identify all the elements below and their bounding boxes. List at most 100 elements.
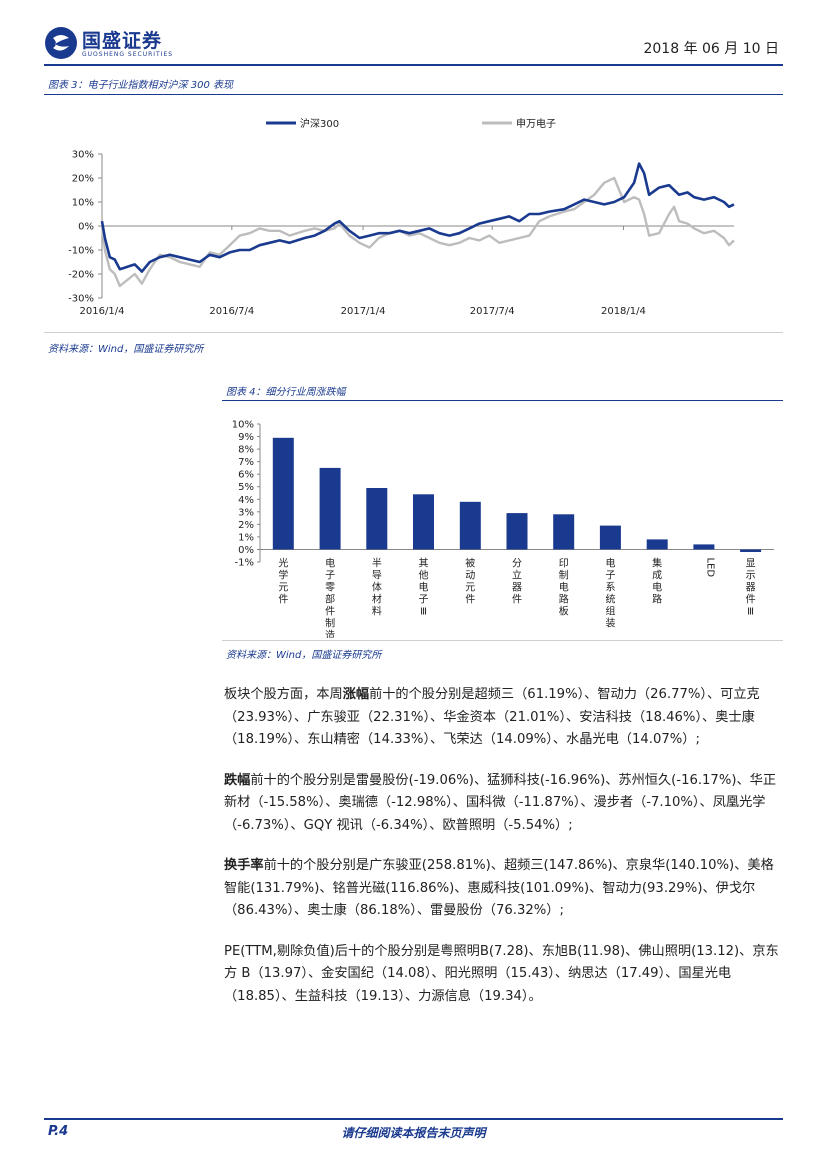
category-label-char: 子: [325, 569, 335, 581]
relative-performance-chart: 沪深300 申万电子 30% 20% 10% 0% -10% -20% -30% 2016/…: [68, 117, 735, 317]
category-label-char: 器: [746, 581, 756, 593]
chart2-y-tick-label: -1%: [235, 558, 254, 569]
category-label-char: 学: [278, 568, 288, 581]
chart2-y-tick-label: 1%: [238, 532, 254, 543]
category-label-char: 件: [325, 605, 335, 617]
chart1-x-tick-label: 2018/1/4: [601, 306, 646, 317]
chart1-y-tick-label: -20%: [68, 270, 94, 281]
paragraph-gainers: 板块个股方面，本周涨幅前十的个股分别是超频三（61.19%）、智动力（26.77…: [224, 684, 784, 752]
footer-divider: [44, 1118, 783, 1120]
category-label: 分立器件: [512, 557, 522, 605]
logo-subtext: GUOSHENG SECURITIES: [82, 51, 174, 58]
chart1-y-tick-label: -30%: [68, 294, 94, 305]
category-label-char: 立: [512, 568, 522, 581]
category-label-char: 组: [605, 604, 615, 617]
bar-1: [272, 437, 294, 550]
bar-11: [740, 549, 762, 552]
chart2-y-tick-label: 3%: [238, 507, 254, 518]
category-label-char: 造: [325, 628, 335, 638]
footer-disclaimer: 请仔细阅读本报告末页声明: [341, 1126, 486, 1140]
category-label-char: 光: [278, 556, 288, 569]
category-label: 被动元件: [465, 556, 475, 605]
category-label-char: 子: [419, 593, 429, 605]
chart1-y-tick-label: 20%: [72, 174, 94, 185]
category-label-char: 件: [746, 593, 756, 605]
chart1-x-axis: 2016/1/4 2016/7/4 2017/1/4 2017/7/4 2018/1/4: [80, 225, 734, 317]
chart2-bars: [272, 437, 762, 552]
category-label-char: 电: [605, 556, 615, 569]
bar-3: [366, 488, 388, 550]
figure4-caption-divider: [222, 400, 783, 401]
category-label: LED: [704, 557, 715, 577]
chart1-y-tick-label: 10%: [72, 198, 94, 209]
chart1-series: [100, 162, 735, 288]
chart2-y-tick-label: 2%: [238, 520, 254, 531]
category-label-char: Ⅲ: [420, 606, 427, 617]
bar-7: [553, 514, 575, 550]
bar-9: [646, 539, 668, 550]
logo-text: 国盛证券: [82, 30, 163, 52]
chart1-y-axis: 30% 20% 10% 0% -10% -20% -30%: [68, 150, 103, 305]
bar-5: [459, 501, 481, 550]
figure3-caption-divider: [44, 94, 783, 95]
paragraph-losers: 跌幅前十的个股分别是雷曼股份(-19.06%)、猛狮科技(-16.96%)、苏州…: [224, 770, 784, 838]
category-label: 光学元件: [278, 556, 288, 605]
chart2-y-tick-label: 6%: [238, 470, 254, 481]
category-label-char: 显: [746, 557, 756, 569]
figure3-source: 资料来源：Wind，国盛证券研究所: [48, 344, 204, 355]
category-label-char: 器: [512, 581, 522, 593]
category-label-char: 电: [419, 580, 429, 593]
category-label-char: 元: [278, 582, 288, 593]
category-label-char: 印: [559, 557, 569, 569]
category-label-char: 统: [605, 592, 615, 605]
subsector-weekly-change-chart: 10%9%8%7%6%5%4%3%2%1%0%-1% 光学元件电子零部件制造半导…: [232, 420, 774, 638]
category-label-char: 成: [652, 569, 662, 581]
category-label-char: 电: [652, 580, 662, 593]
category-label-char: 制: [559, 568, 569, 581]
para2-keyword: 跌幅: [224, 772, 251, 788]
figure3-caption: 图表 3：电子行业指数相对沪深 300 表现: [48, 80, 233, 91]
category-label-char: 板: [559, 604, 569, 617]
category-label-char: 路: [652, 592, 662, 605]
category-label: 其他电子 Ⅲ: [419, 557, 429, 617]
category-label: 电子系统组装: [605, 556, 615, 629]
page-number: P.4: [48, 1124, 69, 1139]
chart2-y-axis: 10%9% 8%7% 6%5% 4%3% 2%1% 0% -1%: [232, 420, 774, 569]
category-label-char: 件: [278, 593, 288, 605]
bar-10: [693, 544, 715, 550]
legend-label-sw-electronics: 申万电子: [516, 117, 556, 130]
paragraph-turnover: 换手率前十的个股分别是广东骏亚(258.81%)、超频三(147.86%)、京泉…: [224, 855, 784, 923]
header-divider: [44, 64, 783, 66]
category-label-char: 体: [372, 581, 382, 593]
category-label-char: 分: [512, 557, 522, 569]
chart2-y-tick-label: 4%: [238, 495, 254, 506]
para3-keyword: 换手率: [224, 858, 264, 873]
chart2-y-tick-label: 5%: [238, 482, 254, 493]
logo-emblem-icon: [45, 27, 77, 59]
bar-8: [599, 525, 621, 550]
chart1-x-tick-label: 2016/7/4: [209, 306, 254, 317]
category-label-char: 件: [512, 593, 522, 605]
category-label-char: 路: [559, 592, 569, 605]
category-label-char: 电: [559, 580, 569, 593]
chart1-x-tick-label: 2016/1/4: [80, 306, 125, 317]
category-label-char: 集: [652, 556, 662, 569]
para2-text: 前十的个股分别是雷曼股份(-19.06%)、猛狮科技(-16.96%)、苏州恒久…: [224, 772, 777, 833]
company-logo: 国盛证券 GUOSHENG SECURITIES: [44, 24, 174, 64]
para1-keyword: 涨幅: [342, 687, 370, 702]
category-label-char: 装: [605, 616, 615, 629]
category-label-char: 元: [465, 582, 475, 593]
category-label-char: 其: [419, 557, 429, 569]
category-label-char: 动: [465, 569, 475, 581]
para1-text: 前十的个股分别是超频三（61.19%）、智动力（26.77%）、可立克（23.9…: [224, 687, 760, 747]
figure3-bottom-divider: [44, 332, 783, 333]
category-label-char: 电: [325, 556, 335, 569]
body-text: 板块个股方面，本周涨幅前十的个股分别是超频三（61.19%）、智动力（26.77…: [224, 684, 784, 1026]
category-label: 印制电路板: [559, 557, 569, 617]
category-label: 半导体材料: [372, 556, 382, 617]
category-label-char: 制: [325, 616, 335, 629]
category-label-char: 他: [419, 568, 429, 581]
series-line-sw-electronics: [100, 176, 735, 288]
report-date: 2018 年 06 月 10 日: [643, 41, 779, 57]
